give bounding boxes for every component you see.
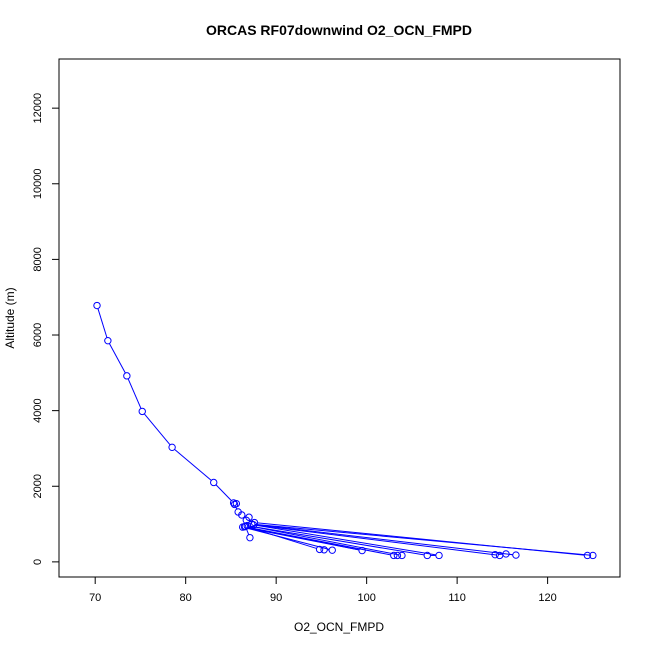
plot-frame <box>58 58 621 578</box>
y-axis-label: Altitude (m) <box>3 287 17 348</box>
x-tick-label: 70 <box>89 592 101 604</box>
data-point <box>512 551 520 559</box>
y-tick-label: 6000 <box>32 323 44 347</box>
series-segment <box>256 524 497 556</box>
data-point <box>435 551 443 560</box>
data-point <box>246 533 254 542</box>
data-point <box>491 550 499 559</box>
data-point <box>210 478 218 487</box>
x-tick-label: 90 <box>270 592 282 604</box>
data-point <box>168 443 176 452</box>
data-point <box>393 551 402 560</box>
series-segment <box>127 378 142 409</box>
data-point <box>241 522 250 531</box>
y-tick-label: 10000 <box>32 168 44 199</box>
x-tick-label: 80 <box>180 592 192 604</box>
x-tick-label: 120 <box>538 592 556 604</box>
series-segment <box>97 308 108 338</box>
y-tick-label: 0 <box>32 559 44 565</box>
data-point <box>93 301 101 310</box>
data-point <box>238 511 246 519</box>
chart-title: ORCAS RF07downwind O2_OCN_FMPD <box>206 22 472 38</box>
data-point <box>589 551 597 560</box>
series-segment <box>143 413 171 446</box>
data-point <box>320 546 328 554</box>
data-point <box>230 500 239 509</box>
series-segment <box>248 526 317 549</box>
data-point <box>423 551 431 560</box>
y-tick-label: 8000 <box>32 247 44 271</box>
x-axis: 70 80 90 100 110 120 <box>89 576 557 604</box>
data-point <box>104 336 112 345</box>
data-point <box>583 551 592 560</box>
y-tick-label: 12000 <box>32 93 44 124</box>
series-segment <box>246 529 250 535</box>
series-segment <box>174 448 212 481</box>
series-segment <box>108 343 126 374</box>
series-segment <box>245 527 330 550</box>
data-point <box>138 407 146 416</box>
series-segment <box>250 525 425 556</box>
series-points-group <box>93 301 597 560</box>
series-segment <box>245 527 360 551</box>
x-tick-label: 100 <box>357 592 375 604</box>
series-segment <box>254 523 590 556</box>
series-segment <box>215 484 232 501</box>
y-tick-label: 4000 <box>32 398 44 422</box>
data-point <box>328 546 336 554</box>
series-segment <box>250 525 399 556</box>
y-tick-label: 2000 <box>32 474 44 498</box>
series-segment <box>256 524 436 556</box>
data-point <box>358 546 366 555</box>
data-point <box>123 372 131 380</box>
data-point <box>315 545 324 554</box>
series-segment <box>254 523 513 556</box>
series-line-group <box>97 308 590 556</box>
x-axis-label: O2_OCN_FMPD <box>294 620 384 634</box>
data-point <box>495 551 504 560</box>
x-tick-label: 110 <box>448 592 466 604</box>
data-point <box>398 551 406 560</box>
data-point <box>390 551 398 560</box>
y-axis: 0 2000 4000 6000 8000 10000 12000 <box>32 93 60 565</box>
